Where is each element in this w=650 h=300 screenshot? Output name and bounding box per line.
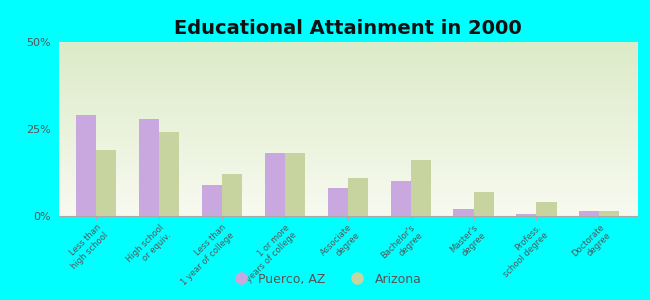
Title: Educational Attainment in 2000: Educational Attainment in 2000 <box>174 19 521 38</box>
Bar <box>599 211 619 216</box>
Bar <box>222 174 242 216</box>
Bar <box>536 202 556 216</box>
Bar <box>265 153 285 216</box>
Bar <box>139 118 159 216</box>
Bar <box>285 153 305 216</box>
Bar <box>579 211 599 216</box>
Bar <box>202 185 222 216</box>
Bar <box>391 181 411 216</box>
Bar <box>473 192 493 216</box>
Bar <box>454 209 473 216</box>
Bar <box>76 115 96 216</box>
Bar <box>159 133 179 216</box>
Bar <box>516 214 536 216</box>
Bar <box>348 178 368 216</box>
Bar <box>96 150 116 216</box>
Bar <box>411 160 431 216</box>
Bar <box>328 188 348 216</box>
Legend: Puerco, AZ, Arizona: Puerco, AZ, Arizona <box>224 268 426 291</box>
